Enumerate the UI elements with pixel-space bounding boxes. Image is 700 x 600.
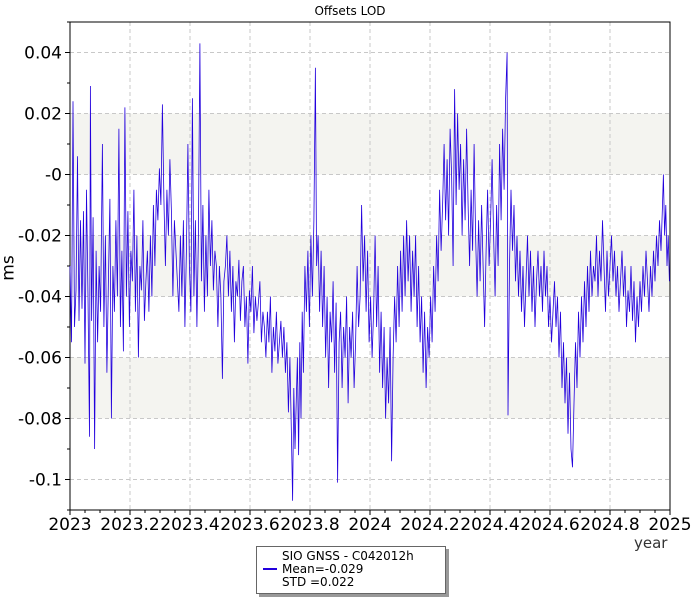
- x-tick-label: 2024.2: [400, 515, 459, 535]
- chart-title: Offsets LOD: [314, 4, 386, 18]
- legend-mean: Mean=-0.029: [282, 562, 364, 576]
- y-tick-label: -0.1: [29, 471, 62, 491]
- x-tick-label: 2024.6: [520, 515, 579, 535]
- y-tick-label: 0.04: [24, 44, 62, 64]
- y-axis-ticks: 0.04 0.02 -0 -0.02 -0.04 -0.06 -0.08 -0.1: [18, 21, 70, 511]
- x-tick-label: 2023.8: [280, 515, 339, 535]
- y-tick-label: -0: [45, 166, 62, 186]
- x-tick-label: 2023.2: [100, 515, 159, 535]
- legend: SIO GNSS - C042012h Mean=-0.029 STD =0.0…: [256, 546, 446, 594]
- shaded-band-1: [70, 235, 670, 297]
- x-axis-ticks: 2023 2023.2 2023.4 2023.6 2023.8 2024 2024.2 20…: [48, 510, 692, 535]
- y-tick-label: 0.02: [24, 105, 62, 125]
- legend-swatch: [263, 568, 277, 570]
- legend-std: STD =0.022: [282, 575, 355, 589]
- x-tick-label: 2023.6: [220, 515, 279, 535]
- x-tick-label: 2024.4: [460, 515, 519, 535]
- y-axis-label: ms: [0, 255, 19, 281]
- x-tick-label: 2023: [48, 515, 91, 535]
- y-tick-label: -0.04: [18, 288, 62, 308]
- series-line-sio-gnss: [69, 43, 670, 501]
- x-tick-label: 2025: [648, 515, 691, 535]
- legend-series-label: SIO GNSS - C042012h: [282, 549, 414, 563]
- y-tick-label: -0.06: [18, 349, 62, 369]
- y-tick-label: -0.02: [18, 227, 62, 247]
- x-axis-label: year: [634, 534, 668, 552]
- x-tick-label: 2024: [348, 515, 391, 535]
- y-tick-label: -0.08: [18, 410, 62, 430]
- x-tick-label: 2023.4: [160, 515, 219, 535]
- x-tick-label: 2024.8: [580, 515, 639, 535]
